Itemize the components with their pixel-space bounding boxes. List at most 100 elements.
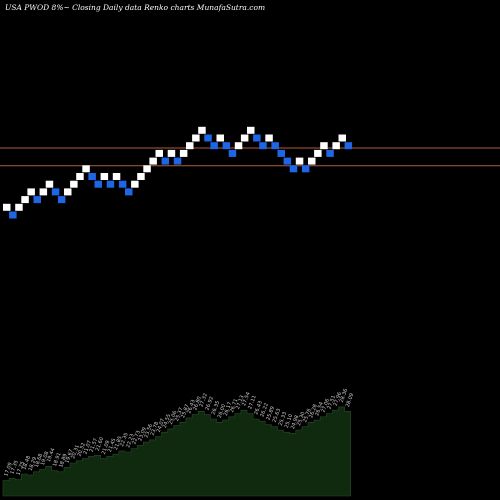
volume-label: 18.29 [28,456,39,472]
renko-brick-down [344,142,353,150]
renko-brick-up [167,149,176,157]
renko-brick-down [106,180,115,188]
renko-brick-up [21,196,29,204]
volume-label: 28.36 [339,388,350,404]
volume-label: 24.55 [162,413,173,429]
renko-brick-up [15,203,23,211]
renko-brick-down [88,173,96,180]
volume-label: 21.85 [113,435,124,451]
renko-brick-down [57,196,66,204]
renko-brick-down [326,149,334,157]
volume-label: 21.45 [107,438,118,454]
volume-label: 20.31 [70,444,81,460]
volume-label: 19.08 [40,451,51,467]
volume-label: 26.71 [229,398,240,414]
volume-label: 21.57 [89,438,100,454]
volume-area [2,406,352,497]
volume-label: 27.06 [320,398,331,414]
volume-label: 23.56 [144,423,155,439]
volume-label: 25.87 [180,403,191,419]
volume-label: 22.35 [119,432,130,448]
volume-label: 25.76 [302,408,313,424]
volume-label: 27.11 [247,395,258,411]
renko-brick-down [125,188,133,196]
volume-label: 27.54 [241,391,252,407]
renko-brick-up [112,173,121,180]
renko-brick-up [70,180,78,188]
renko-brick-up [179,149,188,157]
volume-label: 25.33 [278,411,289,427]
renko-brick-up [240,134,249,142]
renko-brick-down [259,142,267,150]
volume-label: 25.37 [174,407,185,423]
renko-brick-down [277,149,285,157]
renko-brick-down [204,134,212,142]
renko-brick-up [320,142,328,150]
renko-brick-down [253,134,261,142]
renko-brick-up [131,180,139,188]
volume-label: 26.22 [259,402,270,418]
renko-brick-down [94,180,102,188]
volume-label: 23.09 [137,427,148,443]
volume-label: 25.63 [272,408,283,424]
volume-label: 26.00 [217,403,228,419]
renko-brick-down [51,188,60,196]
volume-label: 26.28 [308,403,319,419]
renko-brick-up [308,157,316,165]
renko-brick-up [45,180,54,188]
volume-label: 17.25 [15,461,26,477]
renko-brick-up [82,165,90,173]
volume-label: 26.80 [192,396,203,412]
renko-brick-up [332,142,340,150]
renko-brick-up [137,173,145,180]
renko-brick-down [173,157,182,165]
chart-title: USA PWOD 8%~ Closing Daily data Renko ch… [5,3,266,12]
volume-label: 26.35 [211,400,222,416]
volume-label: 21.07 [83,440,94,456]
renko-brick-up [143,165,151,173]
renko-brick-up [186,142,194,150]
volume-label: 18.91 [52,452,63,468]
renko-brick-up [149,157,157,165]
volume-label: 18.68 [34,453,45,469]
volume-label: 22.23 [125,433,136,449]
volume-label: 17.09 [3,462,14,478]
volume-label: 19.67 [64,449,75,465]
volume-label: 17.35 [9,460,20,476]
volume-label: 27.96 [333,391,344,407]
volume-label: 26.54 [314,401,325,417]
renko-brick-up [295,157,304,165]
renko-brick-down [301,165,310,173]
volume-label: 27.13 [235,395,246,411]
volume-label: 26.43 [253,400,264,416]
renko-brick-up [3,203,11,211]
volume-label: 18.89 [58,453,69,469]
renko-brick-up [27,188,35,196]
renko-brick-up [192,134,200,142]
volume-label: 25.06 [168,410,179,426]
renko-brick-up [314,149,322,157]
volume-label: 27.32 [198,392,209,408]
volume-label: 26.17 [223,401,234,417]
renko-brick-up [234,142,243,150]
renko-brick-up [265,134,273,142]
renko-brick-down [161,157,170,165]
volume-label: 20.52 [76,442,87,458]
renko-brick-up [338,134,346,142]
renko-brick-up [198,126,206,134]
renko-brick-down [283,157,292,165]
renko-brick-down [33,196,41,204]
renko-brick-down [289,165,298,173]
renko-brick-up [76,173,84,180]
volume-label: 21.60 [95,436,106,452]
renko-brick-up [247,126,255,134]
volume-label: 18.48 [22,455,33,471]
volume-label: 25.89 [266,406,277,422]
renko-brick-down [210,142,218,150]
renko-brick-down [228,149,237,157]
volume-label: 26.92 [205,396,216,412]
renko-brick-down [222,142,231,150]
volume-label: 19.44 [46,447,57,463]
